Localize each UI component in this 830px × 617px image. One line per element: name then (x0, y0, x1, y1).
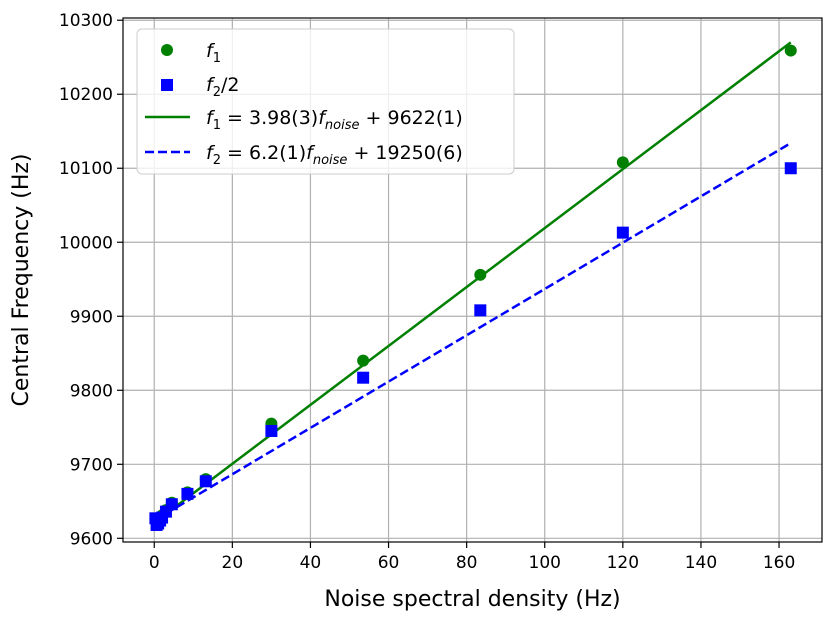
data-point-f2-half (265, 424, 278, 437)
fit-line-2 (153, 41, 792, 524)
y-tick-label: 10000 (59, 233, 113, 253)
x-tick-label: 160 (763, 553, 795, 573)
y-tick-label: 10100 (59, 159, 113, 179)
y-tick-label: 9800 (70, 381, 113, 401)
x-axis-label: Noise spectral density (Hz) (324, 587, 620, 612)
fit-line-3 (153, 142, 792, 522)
data-point-f2-half (784, 162, 797, 175)
x-tick-label: 20 (222, 553, 244, 573)
x-tick-label: 140 (685, 553, 717, 573)
x-tick-label: 120 (607, 553, 639, 573)
y-tick-label: 10200 (59, 85, 113, 105)
x-tick-label: 100 (529, 553, 561, 573)
plot-frame (122, 17, 823, 543)
x-tick-label: 0 (149, 553, 160, 573)
legend-label-f2-half: f2/2 (206, 74, 239, 100)
axis-ticks: 0 20 40 60 80 100 120 140 160 9600 9700 9800 9900 100… (59, 11, 795, 573)
x-tick-label: 60 (378, 553, 400, 573)
data-point-f2-half (616, 226, 629, 239)
legend-marker-f1 (161, 44, 173, 56)
data-point-f1 (784, 44, 797, 57)
data-point-f2-half (474, 304, 487, 317)
data-point-f2-half (181, 487, 194, 500)
y-tick-label: 9700 (70, 455, 113, 475)
data-markers (149, 44, 797, 531)
data-point-f2-half (165, 498, 178, 511)
legend-box (136, 28, 515, 175)
data-point-f1 (474, 268, 487, 281)
data-point-f2-half (357, 371, 370, 384)
legend-marker-f2-half (161, 79, 173, 91)
legend-label-f2-fit: f2 = 6.2(1)fnoise + 19250(6) (206, 142, 463, 168)
legend-label-f1: f1 (206, 40, 221, 66)
legend-label-f1-fit: f1 = 3.98(3)fnoise + 9622(1) (206, 107, 463, 133)
y-tick-label: 10300 (59, 11, 113, 31)
x-tick-label: 80 (456, 553, 478, 573)
y-tick-label: 9900 (70, 307, 113, 327)
legend: f1 f2/2 f1 = 3.98(3)fnoise + 9622(1) f2 … (136, 28, 515, 175)
y-axis-label: Central Frequency (Hz) (9, 154, 34, 407)
data-point-f1 (357, 354, 370, 367)
fit-lines (153, 41, 792, 524)
data-point-f1 (616, 156, 629, 169)
x-tick-label: 40 (300, 553, 322, 573)
y-tick-label: 9600 (70, 529, 113, 549)
data-point-f2-half (199, 475, 212, 488)
